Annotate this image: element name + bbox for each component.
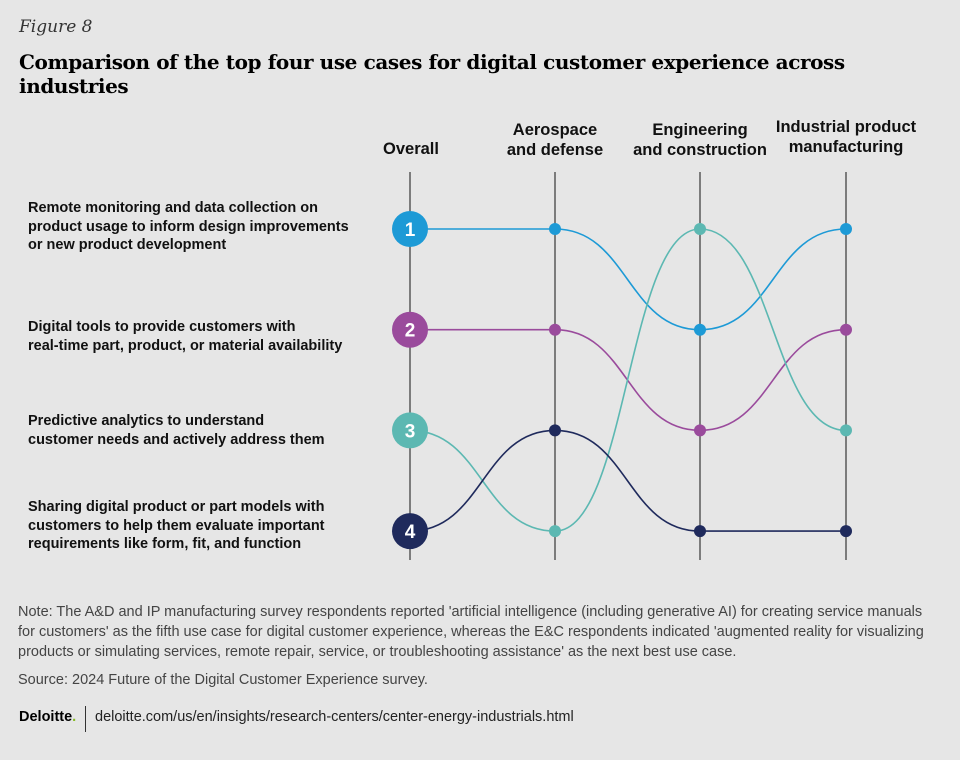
column-header-line: manufacturing: [788, 138, 904, 156]
column-header-line: Aerospace: [512, 121, 598, 139]
figure-label: Figure 8: [19, 17, 93, 37]
column-header-line: and defense: [506, 141, 604, 159]
overall-rank-badge: [392, 211, 428, 247]
series-line: [410, 328, 847, 432]
overall-rank-number: 2: [405, 321, 416, 342]
data-point: [694, 525, 706, 538]
series-line: [409, 429, 846, 532]
use-case-label-line: customers to help them evaluate importan…: [28, 517, 325, 534]
column-header-industrial: Industrial product manufacturing: [766, 117, 926, 157]
deloitte-logo-text: Deloitte: [19, 709, 73, 725]
use-case-label-line: Predictive analytics to understand: [28, 413, 265, 429]
deloitte-logo-dot: .: [72, 709, 77, 725]
data-point: [840, 424, 852, 437]
overall-rank-number: 4: [405, 522, 416, 543]
overall-rank-number: 1: [405, 220, 416, 241]
data-point: [549, 525, 561, 538]
column-header-line: and construction: [633, 141, 767, 159]
use-case-label-line: or new product development: [28, 237, 227, 253]
column-header-aerospace: Aerospace and defense: [475, 120, 635, 160]
use-case-label-line: requirements like form, fit, and functio…: [28, 536, 302, 552]
series-line: [409, 228, 847, 331]
data-point: [840, 223, 852, 235]
overall-rank-badge: [392, 311, 428, 348]
use-case-label-line: product usage to inform design improveme…: [28, 218, 349, 235]
data-point: [549, 223, 561, 235]
use-case-label-line: Digital tools to provide customers with: [28, 319, 296, 335]
deloitte-logo: Deloitte.: [19, 709, 76, 725]
column-header-engineering: Engineering and construction: [620, 120, 780, 160]
overall-rank-number: 3: [405, 421, 416, 442]
use-case-label-line: Sharing digital product or part models w…: [28, 499, 325, 515]
bump-chart: 1 2 3 4: [392, 172, 852, 560]
chart-source: Source: 2024 Future of the Digital Custo…: [18, 672, 428, 688]
use-case-label-2: Digital tools to provide customers with …: [28, 318, 358, 355]
column-header-line: Engineering: [652, 121, 748, 139]
use-case-label-3: Predictive analytics to understand custo…: [28, 412, 358, 449]
column-header-overall: Overall: [331, 139, 491, 159]
data-point: [694, 223, 706, 235]
use-case-label-4: Sharing digital product or part models w…: [28, 498, 358, 554]
chart-title: Comparison of the top four use cases for…: [19, 50, 845, 98]
data-point: [694, 424, 706, 437]
use-case-label-1: Remote monitoring and data collection on…: [28, 199, 358, 255]
footer-divider: [85, 706, 86, 732]
data-point: [694, 323, 706, 336]
data-point: [840, 323, 852, 336]
use-case-label-line: real-time part, product, or material ava…: [28, 337, 343, 354]
use-case-label-line: Remote monitoring and data collection on: [28, 200, 319, 216]
overall-rank-badge: [392, 513, 428, 550]
column-header-line: Industrial product: [775, 118, 917, 136]
column-header-line: Overall: [383, 140, 439, 158]
data-point: [549, 323, 561, 336]
use-case-label-line: customer needs and actively address them: [28, 431, 325, 448]
data-point: [840, 525, 852, 538]
chart-note: Note: The A&D and IP manufacturing surve…: [18, 604, 924, 660]
footer-url: deloitte.com/us/en/insights/research-cen…: [95, 709, 574, 725]
overall-rank-badge: [392, 412, 428, 449]
data-point: [549, 424, 561, 437]
series-line: [409, 228, 847, 532]
